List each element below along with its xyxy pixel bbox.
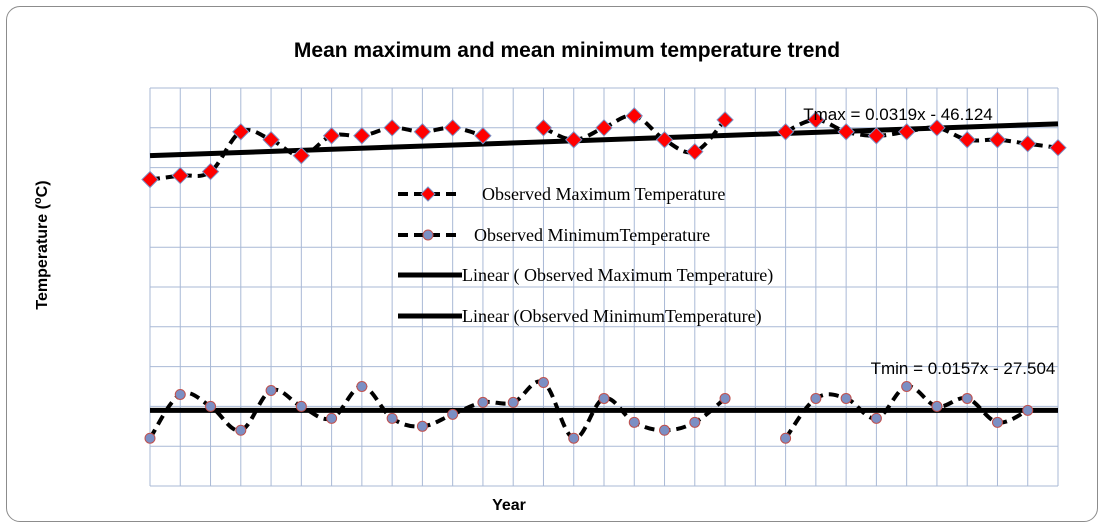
max-point-marker (322, 127, 341, 145)
min-point-marker (507, 396, 519, 408)
min-point-marker (386, 412, 398, 424)
legend-item-linear-min: Linear (Observed MinimumTemperature) (398, 306, 762, 327)
max-point-marker (776, 123, 795, 141)
max-point-marker (807, 111, 825, 129)
legend-label-linear-max: Linear ( Observed Maximum Temperature) (462, 265, 773, 286)
legend-diamond-marker (420, 186, 436, 202)
max-point-marker (565, 131, 583, 149)
min-point-marker (628, 416, 640, 428)
max-point-marker (686, 142, 704, 161)
legend-item-linear-max: Linear ( Observed Maximum Temperature) (398, 265, 773, 286)
max-point-marker (201, 162, 220, 181)
max-series-line (784, 117, 1059, 150)
max-point-marker (958, 131, 976, 149)
max-point-marker (897, 123, 916, 141)
max-point-marker (232, 123, 250, 141)
min-point-marker (961, 392, 973, 404)
max-point-marker (141, 170, 159, 189)
max-point-marker (837, 123, 855, 141)
min-point-marker (326, 412, 338, 424)
chart-title: Mean maximum and mean minimum temperatur… (294, 39, 840, 62)
x-axis-title: Year (492, 497, 526, 514)
min-point-marker (265, 384, 277, 396)
legend-label-linear-min: Linear (Observed MinimumTemperature) (462, 306, 762, 327)
max-point-marker (625, 107, 643, 125)
max-point-marker (988, 131, 1007, 149)
max-point-marker (867, 127, 886, 145)
min-point-marker (689, 416, 701, 428)
min-point-marker (235, 424, 247, 436)
max-point-marker (928, 119, 946, 137)
min-point-marker (901, 381, 913, 392)
max-point-marker (595, 119, 613, 137)
tmax-equation: Tmax = 0.0319x - 46.124 (803, 105, 992, 124)
max-point-marker (383, 119, 401, 137)
legend-item-max: Observed Maximum Temperature (398, 184, 725, 204)
series-markers (141, 107, 1067, 444)
min-point-marker (659, 424, 671, 436)
min-point-marker (931, 400, 943, 412)
legend-circle-marker (422, 229, 434, 241)
min-point-marker (991, 416, 1003, 428)
min-point-marker (810, 392, 822, 404)
max-point-marker (292, 146, 311, 165)
min-point-marker (840, 392, 852, 404)
min-point-marker (295, 400, 307, 412)
min-point-marker (174, 388, 186, 400)
max-point-marker (262, 131, 280, 149)
max-point-marker (171, 166, 189, 185)
max-point-marker (474, 127, 492, 145)
min-point-marker (568, 432, 580, 444)
tmin-equation: Tmin = 0.0157x - 27.504 (871, 359, 1056, 378)
chart-frame (6, 6, 1098, 522)
min-point-marker (356, 381, 368, 392)
min-point-marker (144, 432, 156, 444)
max-point-marker (655, 131, 674, 149)
min-point-marker (537, 377, 549, 389)
legend: Observed Maximum Temperature Observed Mi… (398, 184, 773, 327)
max-point-marker (534, 119, 553, 137)
max-point-marker (443, 119, 462, 137)
min-point-marker (447, 408, 459, 420)
max-point-marker (413, 123, 432, 141)
max-point-marker (1019, 135, 1037, 153)
min-point-marker (870, 412, 882, 424)
max-point-marker (716, 111, 734, 129)
min-point-marker (1022, 404, 1034, 416)
min-point-marker (719, 392, 731, 404)
min-point-marker (780, 432, 792, 444)
legend-label-min: Observed MinimumTemperature (474, 225, 710, 245)
legend-item-min: Observed MinimumTemperature (398, 225, 710, 245)
min-point-marker (416, 420, 428, 432)
min-point-marker (205, 400, 217, 412)
max-point-marker (1049, 138, 1067, 157)
min-point-marker (598, 392, 610, 404)
max-point-marker (353, 127, 371, 145)
min-point-marker (477, 396, 489, 408)
legend-label-max: Observed Maximum Temperature (482, 184, 725, 204)
y-axis-title: Temperature (oC) (32, 180, 51, 309)
